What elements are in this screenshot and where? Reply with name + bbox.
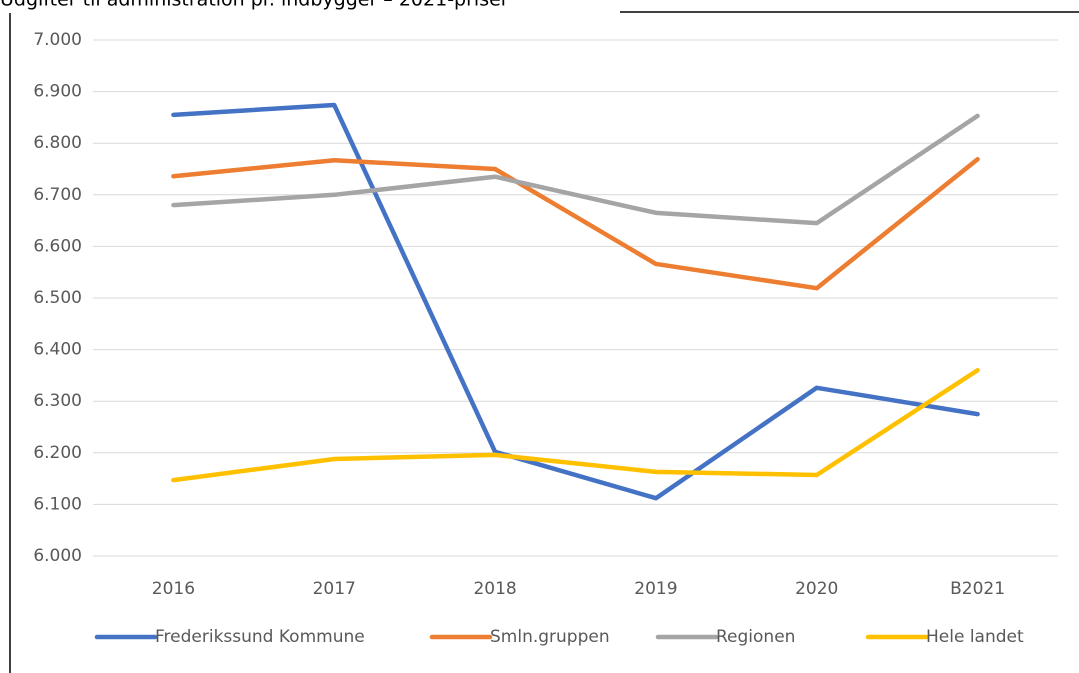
y-tick-label: 6.900 [33,82,82,102]
series-line [171,156,980,291]
x-tick-label: 2016 [152,579,195,599]
y-tick-label: 6.800 [33,133,82,153]
y-tick-label: 6.700 [33,185,82,205]
y-tick-label: 7.000 [33,30,82,50]
x-tick-label: 2020 [795,579,838,599]
y-tick-label: 6.500 [33,288,82,308]
legend-label: Smln.gruppen [490,627,610,647]
y-tick-label: 6.400 [33,340,82,360]
series-line [171,367,980,483]
x-tick-label: 2018 [473,579,516,599]
series-line [171,102,980,501]
x-tick-label: 2017 [313,579,356,599]
legend-label: Hele landet [926,627,1024,647]
y-tick-label: 6.000 [33,546,82,566]
x-tick-label: 2019 [634,579,677,599]
chart-frame [9,11,1079,673]
y-tick-label: 6.100 [33,494,82,514]
y-tick-label: 6.200 [33,443,82,463]
y-tick-label: 6.300 [33,391,82,411]
title-backdrop [0,0,620,13]
x-tick-label: B2021 [950,579,1005,599]
legend-label: Regionen [716,627,795,647]
chart-title: Udgifter til administration pr. indbygge… [0,0,509,11]
legend-label: Frederikssund Kommune [155,627,365,647]
y-tick-label: 6.600 [33,236,82,256]
series-line [171,113,980,226]
